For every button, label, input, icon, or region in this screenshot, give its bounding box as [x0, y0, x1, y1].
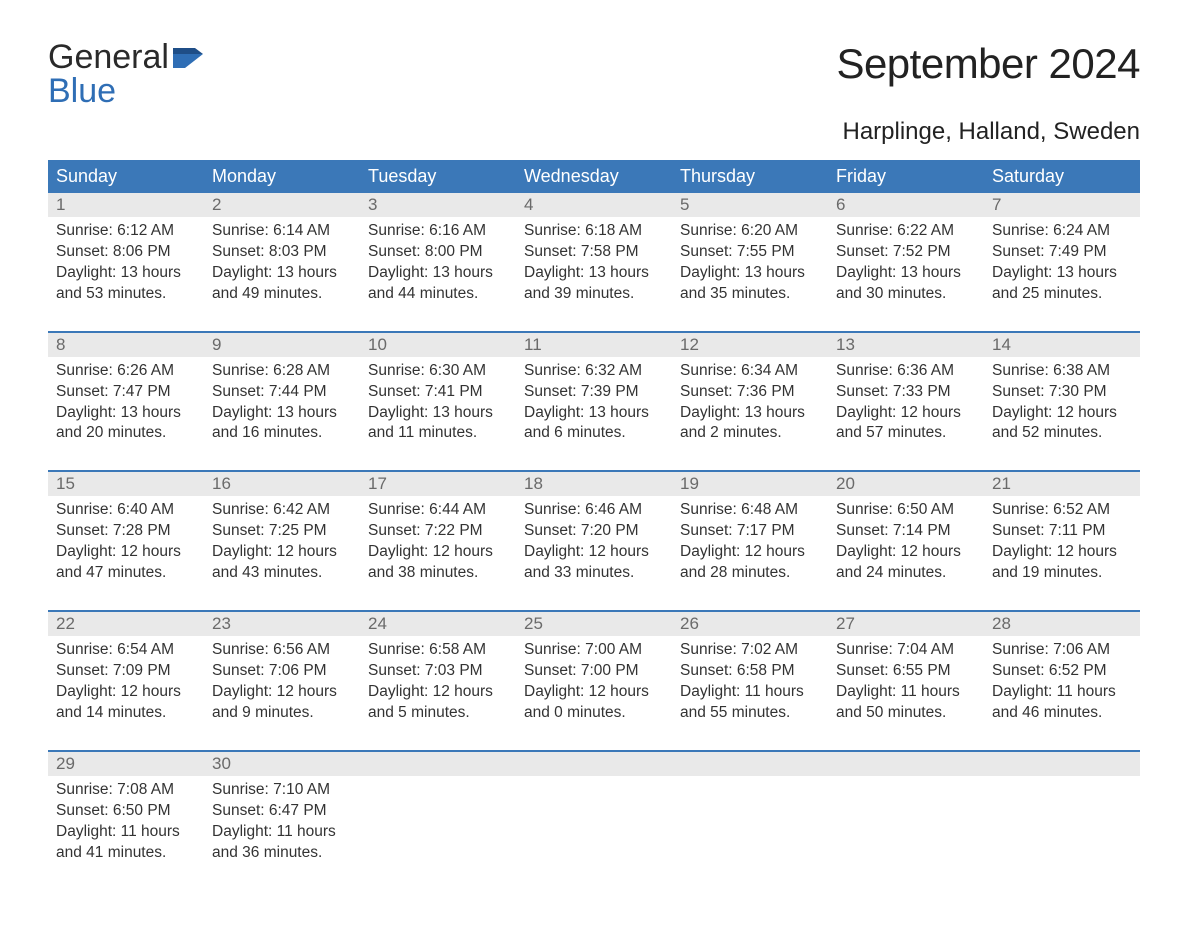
day-detail-cell [828, 776, 984, 890]
day-number-cell: 27 [828, 612, 984, 636]
day-detail-cell: Sunrise: 6:30 AMSunset: 7:41 PMDaylight:… [360, 357, 516, 472]
day-detail-cell: Sunrise: 6:24 AMSunset: 7:49 PMDaylight:… [984, 217, 1140, 332]
day-detail-cell: Sunrise: 7:02 AMSunset: 6:58 PMDaylight:… [672, 636, 828, 751]
day-number-cell: 13 [828, 333, 984, 357]
day-number-cell: 23 [204, 612, 360, 636]
day-number-cell: 29 [48, 752, 204, 776]
day-detail-cell: Sunrise: 6:22 AMSunset: 7:52 PMDaylight:… [828, 217, 984, 332]
day-number-cell: 21 [984, 472, 1140, 496]
day-number-cell: 17 [360, 472, 516, 496]
dow-wednesday: Wednesday [516, 160, 672, 193]
day-detail-row: Sunrise: 6:26 AMSunset: 7:47 PMDaylight:… [48, 357, 1140, 472]
day-number-cell: 10 [360, 333, 516, 357]
day-number-cell: 2 [204, 193, 360, 217]
day-number-cell: 24 [360, 612, 516, 636]
dow-thursday: Thursday [672, 160, 828, 193]
day-detail-cell: Sunrise: 7:08 AMSunset: 6:50 PMDaylight:… [48, 776, 204, 890]
day-number-cell: 20 [828, 472, 984, 496]
day-detail-cell [360, 776, 516, 890]
day-number-cell [984, 752, 1140, 776]
day-detail-cell: Sunrise: 7:04 AMSunset: 6:55 PMDaylight:… [828, 636, 984, 751]
day-detail-cell: Sunrise: 6:54 AMSunset: 7:09 PMDaylight:… [48, 636, 204, 751]
day-detail-cell: Sunrise: 6:14 AMSunset: 8:03 PMDaylight:… [204, 217, 360, 332]
day-detail-cell [516, 776, 672, 890]
day-detail-row: Sunrise: 6:40 AMSunset: 7:28 PMDaylight:… [48, 496, 1140, 611]
day-number-cell: 30 [204, 752, 360, 776]
day-detail-cell: Sunrise: 6:26 AMSunset: 7:47 PMDaylight:… [48, 357, 204, 472]
day-number-cell [360, 752, 516, 776]
day-number-row: 2930 [48, 752, 1140, 776]
day-detail-cell: Sunrise: 6:58 AMSunset: 7:03 PMDaylight:… [360, 636, 516, 751]
day-detail-row: Sunrise: 7:08 AMSunset: 6:50 PMDaylight:… [48, 776, 1140, 890]
day-detail-cell: Sunrise: 6:44 AMSunset: 7:22 PMDaylight:… [360, 496, 516, 611]
day-number-row: 15161718192021 [48, 472, 1140, 496]
day-detail-cell: Sunrise: 7:10 AMSunset: 6:47 PMDaylight:… [204, 776, 360, 890]
day-number-row: 22232425262728 [48, 612, 1140, 636]
day-detail-cell: Sunrise: 7:00 AMSunset: 7:00 PMDaylight:… [516, 636, 672, 751]
logo-word-1: General [48, 40, 169, 74]
day-detail-cell: Sunrise: 6:52 AMSunset: 7:11 PMDaylight:… [984, 496, 1140, 611]
day-detail-cell: Sunrise: 6:28 AMSunset: 7:44 PMDaylight:… [204, 357, 360, 472]
brand-logo: General Blue [48, 40, 203, 108]
day-detail-row: Sunrise: 6:54 AMSunset: 7:09 PMDaylight:… [48, 636, 1140, 751]
day-detail-cell: Sunrise: 6:38 AMSunset: 7:30 PMDaylight:… [984, 357, 1140, 472]
day-number-cell: 19 [672, 472, 828, 496]
day-number-cell: 11 [516, 333, 672, 357]
day-number-cell: 15 [48, 472, 204, 496]
day-number-cell: 7 [984, 193, 1140, 217]
logo-word-2: Blue [48, 74, 203, 108]
day-detail-cell: Sunrise: 6:42 AMSunset: 7:25 PMDaylight:… [204, 496, 360, 611]
day-number-cell: 16 [204, 472, 360, 496]
dow-friday: Friday [828, 160, 984, 193]
day-detail-row: Sunrise: 6:12 AMSunset: 8:06 PMDaylight:… [48, 217, 1140, 332]
day-number-cell: 8 [48, 333, 204, 357]
day-detail-cell: Sunrise: 6:40 AMSunset: 7:28 PMDaylight:… [48, 496, 204, 611]
day-number-cell: 28 [984, 612, 1140, 636]
day-detail-cell: Sunrise: 6:12 AMSunset: 8:06 PMDaylight:… [48, 217, 204, 332]
day-number-cell [828, 752, 984, 776]
day-detail-cell: Sunrise: 6:16 AMSunset: 8:00 PMDaylight:… [360, 217, 516, 332]
dow-monday: Monday [204, 160, 360, 193]
dow-sunday: Sunday [48, 160, 204, 193]
day-detail-cell: Sunrise: 6:56 AMSunset: 7:06 PMDaylight:… [204, 636, 360, 751]
day-number-cell: 25 [516, 612, 672, 636]
day-detail-cell: Sunrise: 6:46 AMSunset: 7:20 PMDaylight:… [516, 496, 672, 611]
month-title: September 2024 [836, 40, 1140, 88]
day-number-cell: 26 [672, 612, 828, 636]
calendar-table: Sunday Monday Tuesday Wednesday Thursday… [48, 160, 1140, 889]
day-number-row: 1234567 [48, 193, 1140, 217]
day-number-row: 891011121314 [48, 333, 1140, 357]
location-subtitle: Harplinge, Halland, Sweden [48, 118, 1140, 146]
day-number-cell: 18 [516, 472, 672, 496]
day-detail-cell: Sunrise: 6:50 AMSunset: 7:14 PMDaylight:… [828, 496, 984, 611]
day-number-cell: 5 [672, 193, 828, 217]
dow-tuesday: Tuesday [360, 160, 516, 193]
day-detail-cell: Sunrise: 6:20 AMSunset: 7:55 PMDaylight:… [672, 217, 828, 332]
day-number-cell [672, 752, 828, 776]
day-number-cell: 12 [672, 333, 828, 357]
day-of-week-header-row: Sunday Monday Tuesday Wednesday Thursday… [48, 160, 1140, 193]
day-number-cell: 1 [48, 193, 204, 217]
day-detail-cell: Sunrise: 6:18 AMSunset: 7:58 PMDaylight:… [516, 217, 672, 332]
day-number-cell: 22 [48, 612, 204, 636]
day-number-cell: 9 [204, 333, 360, 357]
day-detail-cell: Sunrise: 7:06 AMSunset: 6:52 PMDaylight:… [984, 636, 1140, 751]
day-number-cell: 4 [516, 193, 672, 217]
day-number-cell [516, 752, 672, 776]
day-detail-cell [672, 776, 828, 890]
day-number-cell: 6 [828, 193, 984, 217]
day-detail-cell: Sunrise: 6:32 AMSunset: 7:39 PMDaylight:… [516, 357, 672, 472]
day-number-cell: 3 [360, 193, 516, 217]
day-detail-cell: Sunrise: 6:36 AMSunset: 7:33 PMDaylight:… [828, 357, 984, 472]
day-detail-cell [984, 776, 1140, 890]
logo-flag-icon [173, 40, 203, 74]
day-number-cell: 14 [984, 333, 1140, 357]
day-detail-cell: Sunrise: 6:34 AMSunset: 7:36 PMDaylight:… [672, 357, 828, 472]
dow-saturday: Saturday [984, 160, 1140, 193]
day-detail-cell: Sunrise: 6:48 AMSunset: 7:17 PMDaylight:… [672, 496, 828, 611]
